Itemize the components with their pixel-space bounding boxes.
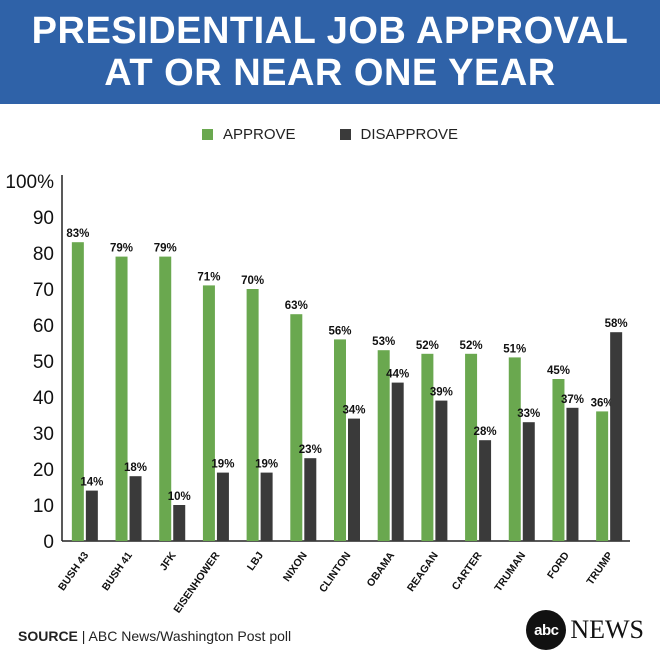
x-category-label: OBAMA [365,550,398,590]
disapprove-value-label: 10% [168,491,191,503]
approve-bar [202,285,215,541]
disapprove-swatch [339,129,351,140]
approve-value-label: 36% [591,397,614,409]
disapprove-bar [566,407,579,541]
x-category-label: BUSH 41 [100,550,135,593]
approve-value-label: 83% [66,228,89,240]
disapprove-bar [260,472,273,541]
approve-value-label: 52% [460,340,483,352]
y-tick-label: 50 [33,352,54,373]
disapprove-bar [173,505,186,541]
abc-logo-circle: abc [526,610,567,650]
x-category-label: EISENHOWER [171,550,222,616]
approve-bar [246,289,259,541]
y-tick-label: 80 [33,244,54,265]
approve-bar [465,353,478,541]
disapprove-value-label: 34% [342,405,365,417]
approve-value-label: 51% [503,343,526,355]
source-label: SOURCE [18,628,78,644]
disapprove-bar [216,472,229,541]
approve-value-label: 70% [241,275,264,287]
approve-value-label: 45% [547,365,570,377]
x-category-label: REAGAN [405,550,441,594]
legend-label-approve: APPROVE [222,126,296,143]
source-note: SOURCE | ABC News/Washington Post poll [18,628,291,644]
x-category-label: BUSH 43 [56,550,91,593]
approve-bar [552,379,565,541]
approve-bar [508,357,521,541]
approve-bar [159,256,172,541]
disapprove-bar [85,490,98,541]
disapprove-bar [435,400,448,541]
y-tick-label: 30 [33,424,54,445]
y-tick-label: 70 [33,280,54,301]
y-tick-label: 10 [33,496,54,517]
y-tick-label: 40 [33,388,54,409]
legend: APPROVE DISAPPROVE [0,126,660,143]
x-category-label: TRUMAN [492,550,528,594]
y-tick-label: 100% [5,172,54,193]
x-category-label: NIXON [281,550,310,584]
approve-value-label: 63% [285,300,308,312]
x-category-label: FORD [545,549,572,581]
disapprove-value-label: 37% [561,394,584,406]
disapprove-bar [479,440,492,541]
disapprove-value-label: 14% [80,477,103,489]
approve-value-label: 79% [110,243,133,255]
chart-title-line-1: PRESIDENTIAL JOB APPROVAL [31,10,629,52]
disapprove-value-label: 58% [605,318,628,330]
y-tick-label: 20 [33,460,54,481]
y-tick-label: 60 [33,316,54,337]
disapprove-value-label: 39% [430,387,453,399]
disapprove-value-label: 19% [211,459,234,471]
abc-news-logo: abc NEWS [526,610,644,650]
x-category-label: TRUMP [584,550,615,587]
approve-value-label: 52% [416,340,439,352]
y-tick-label: 90 [33,208,54,229]
x-category-label: LBJ [245,550,266,573]
legend-label-disapprove: DISAPPROVE [360,126,459,143]
source-text: | ABC News/Washington Post poll [81,628,292,644]
approve-bar [334,339,346,541]
approve-bar [596,411,609,541]
disapprove-value-label: 23% [299,444,322,456]
disapprove-bar [610,332,623,541]
x-category-label: CLINTON [317,550,353,595]
legend-item-approve: APPROVE [201,126,296,143]
disapprove-bar [129,476,142,541]
approve-bar [115,256,128,541]
approve-value-label: 79% [154,243,177,255]
approve-value-label: 71% [197,271,220,283]
y-tick-label: 0 [43,532,54,553]
header-banner: PRESIDENTIAL JOB APPROVAL AT OR NEAR ONE… [0,0,660,104]
disapprove-value-label: 19% [255,459,278,471]
approve-bar [290,314,303,541]
disapprove-value-label: 33% [517,408,540,420]
disapprove-value-label: 28% [474,426,497,438]
disapprove-bar [391,382,404,541]
chart-title-line-2: AT OR NEAR ONE YEAR [104,52,556,94]
x-category-label: JFK [157,550,178,573]
approve-value-label: 56% [328,325,351,337]
approve-bar [71,242,84,541]
approve-bar [421,353,434,541]
disapprove-bar [522,422,535,541]
disapprove-bar [348,418,360,541]
news-logo-text: NEWS [570,615,644,644]
approve-bar [377,350,390,541]
disapprove-value-label: 18% [124,462,147,474]
bar-chart: 0 10 20 30 40 50 60 70 80 90 100% 83% 14% BUSH 43 79% 1… [5,172,630,616]
approve-swatch [201,129,213,140]
disapprove-bar [304,458,317,541]
disapprove-value-label: 44% [386,369,409,381]
approve-value-label: 53% [372,336,395,348]
legend-item-disapprove: DISAPPROVE [339,126,459,143]
x-category-label: CARTER [450,549,485,592]
